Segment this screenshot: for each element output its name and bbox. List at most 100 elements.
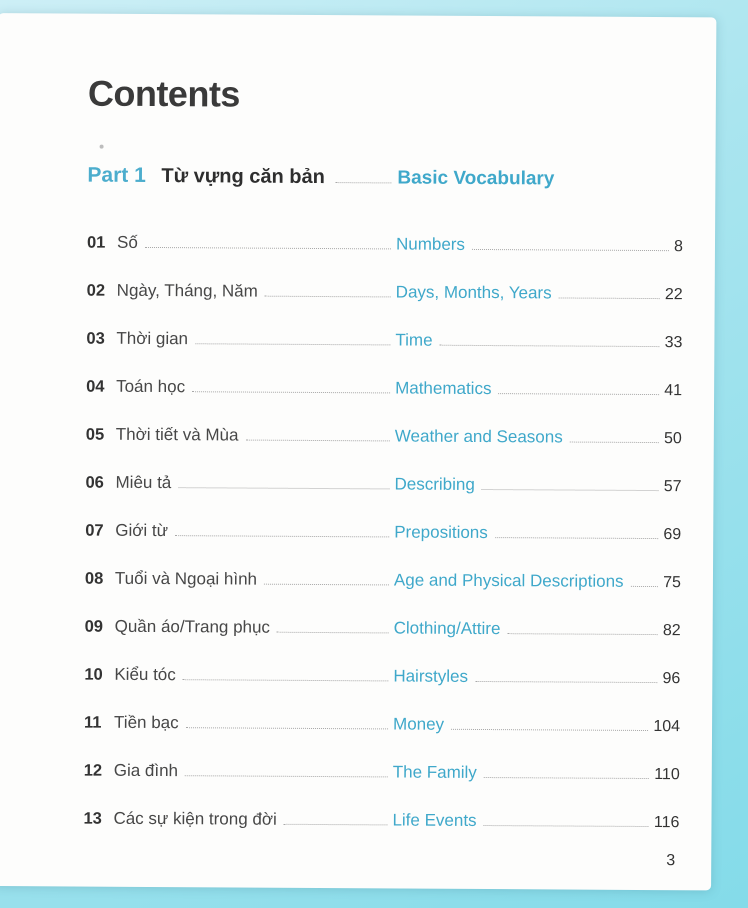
toc-entry-left: 02 Ngày, Tháng, Năm [86, 280, 394, 302]
chapter-number: 08 [84, 569, 104, 588]
dotted-leader [494, 533, 659, 540]
toc-entry: 13 Các sự kiện trong đời Life Events 116 [83, 808, 679, 833]
dotted-leader [481, 484, 659, 492]
toc-entry-left: 10 Kiểu tóc [84, 664, 391, 686]
chapter-page-number: 96 [662, 670, 681, 688]
chapter-title-vietnamese: Quần áo/Trang phục [114, 616, 271, 637]
chapter-title-english: Describing [394, 474, 475, 494]
toc-entry-right: Describing 57 [392, 474, 681, 496]
chapter-number: 11 [84, 713, 102, 732]
toc-entry: 09 Quần áo/Trang phục Clothing/Attire 82 [84, 616, 681, 641]
toc-entry-right: Prepositions 69 [392, 522, 682, 544]
chapter-title-english: Hairstyles [393, 666, 469, 686]
chapter-title-vietnamese: Tiền bạc [114, 712, 179, 733]
dotted-leader [144, 242, 391, 250]
toc-entry: 01 Số Numbers 8 [86, 232, 684, 257]
toc-entry-left: 13 Các sự kiện trong đời [83, 808, 390, 830]
dotted-leader [335, 178, 392, 184]
toc-entry: 03 Thời gian Time 33 [86, 328, 682, 353]
chapter-number: 02 [86, 281, 106, 300]
chapter-page-number: 69 [663, 526, 682, 544]
chapter-title-english: Days, Months, Years [395, 282, 552, 303]
chapter-page-number: 75 [663, 574, 681, 592]
dotted-leader [276, 627, 389, 634]
chapter-title-vietnamese: Kiểu tóc [114, 664, 176, 685]
toc-entry: 10 Kiểu tóc Hairstyles 96 [84, 664, 681, 689]
dotted-leader [264, 291, 391, 298]
chapter-title-vietnamese: Toán học [116, 376, 186, 397]
toc-entry-right: Clothing/Attire 82 [392, 618, 681, 640]
toc-entry: 02 Ngày, Tháng, Năm Days, Months, Years … [86, 280, 683, 305]
chapter-title-english: The Family [392, 762, 477, 782]
chapter-title-vietnamese: Tuổi và Ngoại hình [114, 568, 258, 589]
toc-entry-right: Days, Months, Years 22 [394, 282, 683, 304]
chapter-page-number: 110 [654, 766, 680, 784]
toc-entry: 12 Gia đình The Family 110 [83, 760, 680, 785]
toc-entry: 07 Giới từ Prepositions 69 [85, 520, 682, 545]
chapter-page-number: 104 [653, 718, 681, 736]
chapter-number: 03 [86, 329, 105, 348]
chapter-title-english: Mathematics [395, 378, 492, 399]
toc-entry-left: 11 Tiền bạc [84, 712, 391, 734]
chapter-page-number: 41 [664, 382, 683, 400]
chapter-title-vietnamese: Các sự kiện trong đời [113, 808, 277, 829]
toc-entry-left: 03 Thời gian [86, 328, 393, 350]
chapter-number: 05 [85, 425, 105, 444]
toc-entry-left: 01 Số [86, 232, 394, 254]
chapter-title-english: Prepositions [394, 522, 488, 543]
chapter-title-english: Money [393, 714, 445, 734]
chapter-title-vietnamese: Thời tiết và Mùa [115, 424, 239, 445]
dotted-leader [283, 819, 388, 826]
toc-entry: 04 Toán học Mathematics 41 [86, 376, 683, 401]
chapter-page-number: 50 [663, 430, 682, 448]
chapter-title-vietnamese: Gia đình [113, 760, 179, 781]
chapter-title-english: Age and Physical Descriptions [393, 570, 624, 591]
dotted-leader [263, 579, 389, 586]
chapter-number: 01 [86, 233, 106, 252]
toc-entry-right: Money 104 [391, 714, 681, 736]
chapter-title-vietnamese: Ngày, Tháng, Năm [116, 280, 258, 301]
book-page: Contents Part 1 Từ vựng căn bản Basic Vo… [0, 13, 717, 891]
toc-list: 01 Số Numbers 8 02 Ngày, Tháng, Năm Days… [83, 232, 684, 833]
dotted-leader [174, 531, 390, 538]
chapter-page-number: 8 [674, 238, 684, 256]
dotted-leader [178, 483, 390, 490]
chapter-title-vietnamese: Số [116, 232, 138, 252]
dotted-leader [471, 244, 670, 252]
dotted-leader [569, 437, 660, 444]
dotted-leader [182, 675, 389, 682]
chapter-title-vietnamese: Thời gian [116, 328, 189, 349]
part-label: Part 1 [87, 163, 146, 187]
toc-entry-right: Numbers 8 [394, 234, 684, 256]
chapter-number: 07 [85, 521, 104, 540]
toc-entry: 11 Tiền bạc Money 104 [84, 712, 681, 737]
dotted-leader [558, 293, 660, 300]
chapter-title-english: Life Events [392, 810, 477, 830]
toc-entry: 08 Tuổi và Ngoại hình Age and Physical D… [84, 568, 681, 593]
toc-entry-right: Weather and Seasons 50 [393, 426, 682, 448]
dotted-leader [483, 821, 649, 828]
dotted-leader [483, 773, 650, 780]
chapter-title-english: Clothing/Attire [393, 618, 501, 639]
part-heading-left: Part 1 Từ vựng căn bản [87, 164, 394, 190]
toc-entry-right: Time 33 [393, 330, 682, 352]
chapter-number: 12 [83, 761, 103, 780]
chapter-number: 06 [85, 473, 104, 492]
chapter-page-number: 82 [662, 622, 681, 640]
chapter-number: 10 [84, 665, 103, 684]
dotted-leader [192, 387, 391, 394]
dotted-leader [630, 581, 659, 588]
toc-entry-left: 12 Gia đình [83, 760, 391, 782]
chapter-title-english: Numbers [395, 234, 466, 254]
toc-entry-right: Mathematics 41 [393, 378, 683, 400]
chapter-title-vietnamese: Miêu tả [115, 472, 172, 493]
dotted-leader [185, 723, 389, 730]
toc-entry: 06 Miêu tả Describing 57 [85, 472, 681, 497]
chapter-title-vietnamese: Giới từ [115, 520, 169, 541]
toc-entry-left: 04 Toán học [86, 376, 393, 398]
part-title-english: Basic Vocabulary [397, 167, 555, 190]
part-heading: Part 1 Từ vựng căn bản Basic Vocabulary [87, 164, 683, 192]
page-content: Contents Part 1 Từ vựng căn bản Basic Vo… [0, 13, 716, 890]
chapter-number: 13 [83, 809, 102, 828]
chapter-number: 09 [84, 617, 104, 636]
